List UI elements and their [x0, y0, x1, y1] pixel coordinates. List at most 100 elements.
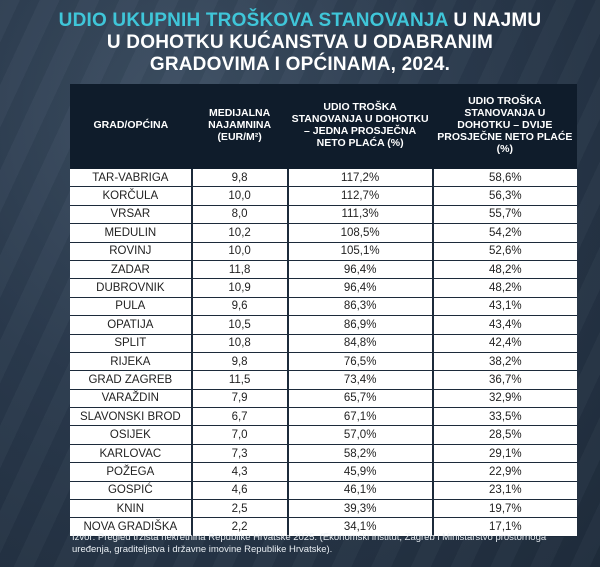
cell-city: SLAVONSKI BROD	[70, 407, 192, 427]
table-row: SLAVONSKI BROD 6,7 67,1% 33,5%	[70, 407, 577, 427]
cell-two-salaries-share: 38,2%	[431, 352, 577, 372]
header-two-salaries-share: UDIO TROŠKA STANOVANJA U DOHOTKU – DVIJE…	[437, 95, 573, 155]
cell-city: MEDULIN	[70, 223, 192, 243]
table-row: OPATIJA 10,5 86,9% 43,4%	[70, 315, 577, 335]
cell-median-rent: 11,8	[190, 260, 288, 280]
cell-city: OPATIJA	[70, 315, 192, 335]
cell-two-salaries-share: 42,4%	[431, 334, 577, 353]
cell-median-rent: 7,0	[190, 425, 288, 445]
cell-one-salary-share: 86,9%	[286, 315, 433, 335]
cell-city: RIJEKA	[70, 352, 192, 372]
cell-median-rent: 4,3	[190, 462, 288, 482]
cell-one-salary-share: 96,4%	[286, 278, 433, 298]
cell-two-salaries-share: 48,2%	[431, 260, 577, 280]
table-row: SPLIT 10,8 84,8% 42,4%	[70, 334, 577, 353]
table-row: ZADAR 11,8 96,4% 48,2%	[70, 260, 577, 280]
cell-one-salary-share: 45,9%	[286, 462, 433, 482]
cell-median-rent: 11,5	[190, 370, 288, 390]
cell-city: ZADAR	[70, 260, 192, 280]
cell-city: DUBROVNIK	[70, 278, 192, 298]
cell-one-salary-share: 84,8%	[286, 334, 433, 353]
table-row: RIJEKA 9,8 76,5% 38,2%	[70, 352, 577, 372]
table-row: VRSAR 8,0 111,3% 55,7%	[70, 205, 577, 225]
cell-one-salary-share: 76,5%	[286, 352, 433, 372]
cell-median-rent: 10,0	[190, 242, 288, 261]
cell-one-salary-share: 57,0%	[286, 425, 433, 445]
cell-one-salary-share: 67,1%	[286, 407, 433, 427]
title-line2: U DOHOTKU KUĆANSTVA U ODABRANIM	[106, 32, 494, 53]
table-row: KARLOVAC 7,3 58,2% 29,1%	[70, 444, 577, 464]
cell-median-rent: 9,8	[190, 169, 288, 188]
cell-two-salaries-share: 48,2%	[431, 278, 577, 298]
cell-two-salaries-share: 23,1%	[431, 481, 577, 501]
cell-city: VRSAR	[70, 205, 192, 225]
title-line3: GRADOVIMA I OPĆINAMA, 2024.	[149, 54, 451, 75]
table-row: VARAŽDIN 7,9 65,7% 32,9%	[70, 389, 577, 409]
infographic-title: UDIO UKUPNIH TROŠKOVA STANOVANJA U NAJMU…	[0, 10, 600, 76]
cell-one-salary-share: 39,3%	[286, 499, 433, 519]
cell-median-rent: 7,3	[190, 444, 288, 464]
cell-median-rent: 9,8	[190, 352, 288, 372]
cell-median-rent: 7,9	[190, 389, 288, 409]
cell-two-salaries-share: 17,1%	[431, 517, 577, 537]
cell-one-salary-share: 65,7%	[286, 389, 433, 409]
cell-one-salary-share: 46,1%	[286, 481, 433, 501]
cell-two-salaries-share: 52,6%	[431, 242, 577, 261]
cell-city: OSIJEK	[70, 425, 192, 445]
cell-one-salary-share: 108,5%	[286, 223, 433, 243]
cell-one-salary-share: 86,3%	[286, 297, 433, 317]
cell-two-salaries-share: 43,1%	[431, 297, 577, 317]
table-row: NOVA GRADIŠKA 2,2 34,1% 17,1%	[70, 517, 577, 537]
cell-two-salaries-share: 22,9%	[431, 462, 577, 482]
cell-median-rent: 2,2	[190, 517, 288, 537]
data-table: GRAD/OPĆINA MEDIJALNA NAJAMNINA (EUR/M²)…	[70, 84, 577, 537]
table-row: GOSPIĆ 4,6 46,1% 23,1%	[70, 481, 577, 501]
cell-city: SPLIT	[70, 334, 192, 353]
table-row: TAR-VABRIGA 9,8 117,2% 58,6%	[70, 169, 577, 188]
cell-median-rent: 9,6	[190, 297, 288, 317]
table-row: OSIJEK 7,0 57,0% 28,5%	[70, 425, 577, 445]
cell-one-salary-share: 96,4%	[286, 260, 433, 280]
cell-one-salary-share: 105,1%	[286, 242, 433, 261]
cell-two-salaries-share: 19,7%	[431, 499, 577, 519]
table-row: ROVINJ 10,0 105,1% 52,6%	[70, 242, 577, 261]
cell-two-salaries-share: 28,5%	[431, 425, 577, 445]
cell-median-rent: 10,8	[190, 334, 288, 353]
table-row: KORČULA 10,0 112,7% 56,3%	[70, 186, 577, 206]
cell-median-rent: 10,2	[190, 223, 288, 243]
cell-city: NOVA GRADIŠKA	[70, 517, 192, 537]
cell-city: VARAŽDIN	[70, 389, 192, 409]
title-line1-rest: U NAJMU	[447, 10, 542, 31]
cell-one-salary-share: 117,2%	[286, 169, 433, 188]
cell-one-salary-share: 111,3%	[286, 205, 433, 225]
cell-median-rent: 4,6	[190, 481, 288, 501]
header-city: GRAD/OPĆINA	[93, 119, 169, 131]
cell-two-salaries-share: 32,9%	[431, 389, 577, 409]
cell-city: PULA	[70, 297, 192, 317]
cell-two-salaries-share: 29,1%	[431, 444, 577, 464]
cell-city: ROVINJ	[70, 242, 192, 261]
cell-city: GOSPIĆ	[70, 481, 192, 501]
cell-median-rent: 10,5	[190, 315, 288, 335]
cell-two-salaries-share: 54,2%	[431, 223, 577, 243]
cell-two-salaries-share: 56,3%	[431, 186, 577, 206]
cell-median-rent: 8,0	[190, 205, 288, 225]
title-highlight: UDIO UKUPNIH TROŠKOVA STANOVANJA	[58, 10, 448, 31]
header-median-rent: MEDIJALNA NAJAMNINA (EUR/M²)	[208, 107, 272, 143]
table-row: DUBROVNIK 10,9 96,4% 48,2%	[70, 278, 577, 298]
source-note: Izvor: Pregled tržišta nekretnina Republ…	[72, 532, 547, 555]
table-row: POŽEGA 4,3 45,9% 22,9%	[70, 462, 577, 482]
cell-city: TAR-VABRIGA	[70, 169, 192, 188]
cell-median-rent: 2,5	[190, 499, 288, 519]
cell-median-rent: 6,7	[190, 407, 288, 427]
cell-city: KORČULA	[70, 186, 192, 206]
table-body: TAR-VABRIGA 9,8 117,2% 58,6% KORČULA 10,0 112,…	[70, 169, 577, 537]
cell-one-salary-share: 112,7%	[286, 186, 433, 206]
table-row: PULA 9,6 86,3% 43,1%	[70, 297, 577, 317]
header-one-salary-share: UDIO TROŠKA STANOVANJA U DOHOTKU – JEDNA…	[291, 101, 429, 149]
cell-two-salaries-share: 55,7%	[431, 205, 577, 225]
cell-city: KNIN	[70, 499, 192, 519]
cell-one-salary-share: 58,2%	[286, 444, 433, 464]
table-row: KNIN 2,5 39,3% 19,7%	[70, 499, 577, 519]
cell-two-salaries-share: 33,5%	[431, 407, 577, 427]
